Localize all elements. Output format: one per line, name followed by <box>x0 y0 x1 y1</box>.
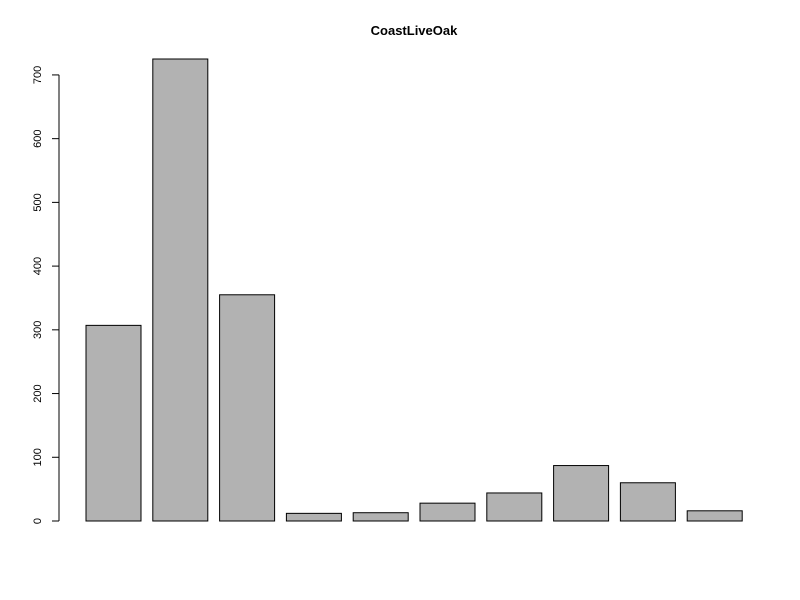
y-tick-label: 400 <box>32 257 44 275</box>
chart-title: CoastLiveOak <box>371 23 458 38</box>
bar <box>85 324 142 522</box>
y-tick-label: 0 <box>32 518 44 524</box>
bar <box>486 492 543 522</box>
bar <box>152 58 209 522</box>
y-tick-label: 200 <box>32 384 44 402</box>
y-tick-label: 100 <box>32 448 44 466</box>
bar <box>553 465 610 522</box>
bars <box>85 58 743 522</box>
bar <box>419 502 476 522</box>
y-axis: 0 100 200 300 400 500 600 700 <box>32 66 60 524</box>
y-tick-label: 700 <box>32 66 44 84</box>
bar <box>285 512 342 522</box>
y-tick-label: 500 <box>32 193 44 211</box>
bar <box>686 510 743 522</box>
bar <box>619 482 676 522</box>
y-tick-label: 300 <box>32 321 44 339</box>
y-tick-label: 600 <box>32 129 44 147</box>
bar <box>219 294 276 522</box>
bar <box>352 512 409 522</box>
